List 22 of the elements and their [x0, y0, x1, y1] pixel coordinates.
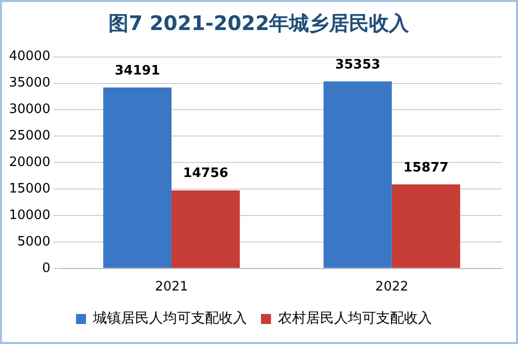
data-label: 14756 [183, 166, 228, 182]
y-tick-label: 35000 [8, 76, 50, 91]
x-tick-label: 2022 [375, 280, 408, 295]
bar [103, 88, 172, 268]
y-tick-label: 0 [42, 260, 50, 276]
y-tick-label: 5000 [17, 234, 50, 250]
y-tick-label: 30000 [8, 102, 50, 118]
legend-label: 农村居民人均可支配收入 [278, 310, 432, 327]
bar [392, 184, 460, 268]
y-tick-label: 25000 [8, 128, 50, 144]
y-tick-label: 10000 [8, 208, 50, 223]
bar [324, 81, 392, 268]
y-tick-label: 40000 [8, 49, 50, 64]
data-label: 15877 [403, 160, 449, 176]
chart-title: 图7 2021-2022年城乡居民收入 [108, 10, 410, 37]
x-tick-label: 2021 [154, 280, 188, 295]
legend-label: 城镇居民人均可支配收入 [92, 310, 247, 327]
y-tick-label: 15000 [8, 181, 50, 196]
bar [172, 190, 240, 268]
y-tick-label: 20000 [8, 154, 50, 170]
data-label: 35353 [335, 57, 380, 72]
data-label: 34191 [114, 63, 160, 78]
